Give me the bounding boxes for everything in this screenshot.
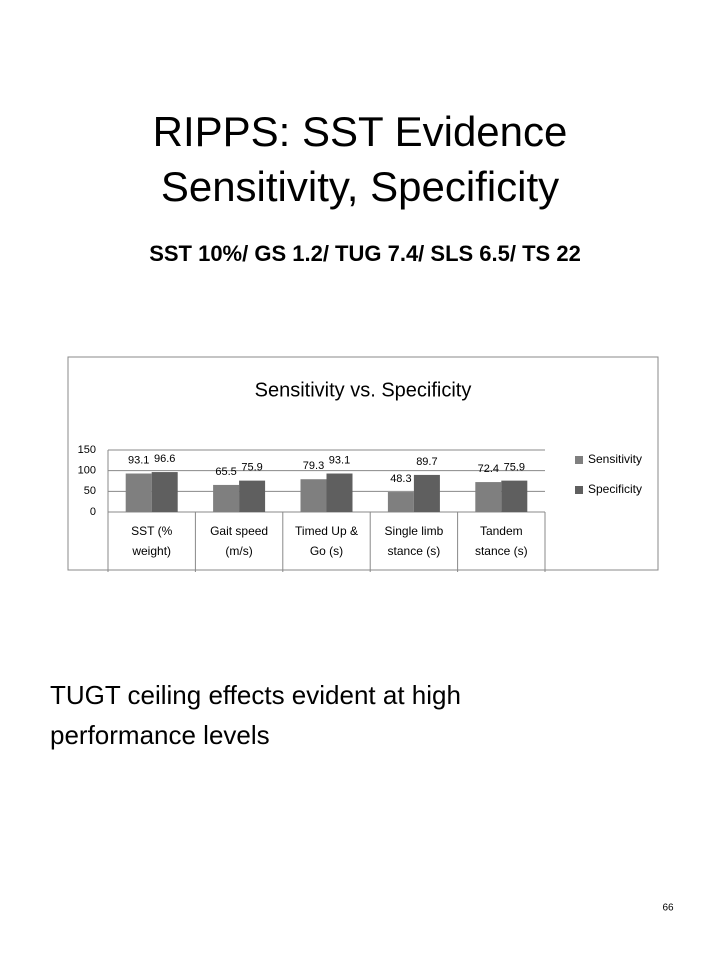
x-tick-label: Timed Up & Go (s) (295, 524, 358, 558)
legend-swatch (575, 456, 583, 464)
body-text: performance levels (50, 720, 270, 750)
bar (125, 473, 152, 512)
bar (501, 480, 528, 512)
data-label: 89.7 (416, 456, 437, 468)
bar (151, 472, 178, 512)
bar (413, 474, 440, 512)
bar (300, 479, 327, 512)
x-tick-label: Single limb stance (s) (385, 524, 444, 558)
legend-label: Sensitivity (588, 452, 642, 466)
x-tick-label: Tandem stance (s) (475, 524, 528, 558)
bar (239, 480, 266, 512)
page-number: 66 (662, 903, 674, 914)
data-label: 65.5 (215, 466, 236, 478)
data-label: 93.1 (329, 454, 350, 466)
y-tick-label: 150 (78, 444, 96, 456)
data-label: 75.9 (504, 462, 525, 474)
bar (326, 473, 353, 512)
legend-swatch (575, 486, 583, 494)
data-label: 96.6 (154, 453, 175, 465)
body-text: TUGT ceiling effects evident at high (50, 680, 461, 710)
slide-subtitle: SST 10%/ GS 1.2/ TUG 7.4/ SLS 6.5/ TS 22 (149, 241, 581, 266)
x-tick-label: SST (% weight) (131, 524, 172, 558)
y-tick-label: 50 (84, 485, 96, 497)
data-label: 48.3 (390, 473, 411, 485)
data-label: 75.9 (241, 462, 262, 474)
bar (387, 492, 414, 512)
chart-frame (67, 356, 659, 571)
slide-title: RIPPS: SST Evidence (153, 108, 568, 155)
y-tick-label: 0 (90, 506, 96, 518)
data-label: 72.4 (478, 463, 499, 475)
y-tick-label: 100 (78, 465, 96, 477)
data-label: 93.1 (128, 454, 149, 466)
bar (213, 484, 240, 512)
bar (475, 482, 502, 512)
chart-title: Sensitivity vs. Specificity (255, 379, 472, 401)
slide-title: Sensitivity, Specificity (161, 163, 559, 210)
legend-label: Specificity (588, 482, 642, 496)
x-tick-label: Gait speed (m/s) (210, 524, 268, 558)
data-label: 79.3 (303, 460, 324, 472)
